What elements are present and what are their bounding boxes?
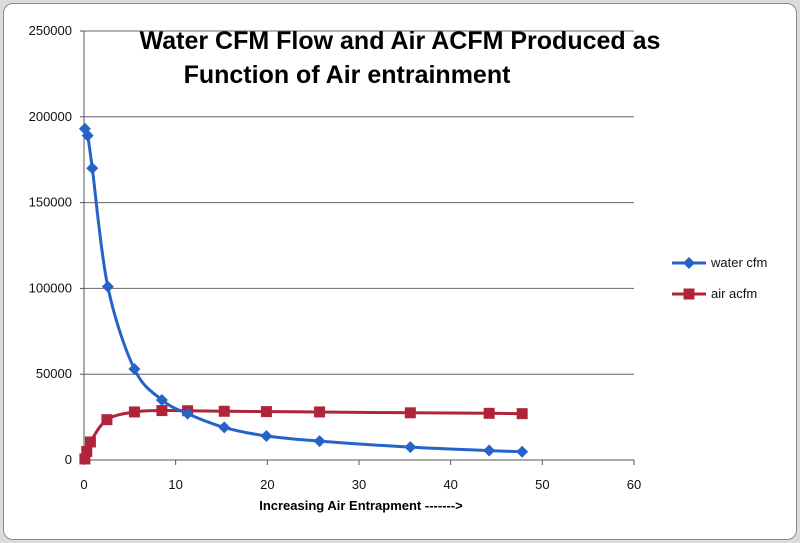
- chart-title-line-1: Water CFM Flow and Air ACFM Produced as: [140, 27, 661, 55]
- point-water-cfm: [218, 421, 231, 434]
- y-tick-label: 250000: [29, 23, 72, 38]
- point-water-cfm: [101, 280, 114, 293]
- chart-frame: 0 50000 100000 150000 200000 250000 0 10 20 30 40 5…: [3, 3, 797, 540]
- point-air-acfm: [516, 408, 528, 420]
- point-water-cfm: [313, 435, 326, 448]
- point-water-cfm: [128, 363, 141, 376]
- point-air-acfm: [128, 406, 140, 418]
- series: [78, 122, 529, 465]
- point-air-acfm: [84, 436, 96, 448]
- point-water-cfm: [155, 393, 168, 406]
- x-tick-label: 0: [80, 477, 87, 492]
- y-tick-label: 100000: [29, 280, 72, 295]
- point-air-acfm: [79, 453, 91, 465]
- x-tick-label: 20: [260, 477, 274, 492]
- point-water-cfm: [483, 444, 496, 457]
- chart-title-line-2: Function of Air entrainment: [184, 61, 512, 89]
- x-tick-label: 60: [627, 477, 641, 492]
- line-water-cfm: [83, 128, 523, 454]
- x-axis-label: Increasing Air Entrapment ------->: [259, 498, 463, 513]
- point-water-cfm: [404, 441, 417, 454]
- legend-marker-water-cfm: [683, 257, 695, 269]
- x-tick-label: 40: [443, 477, 457, 492]
- point-air-acfm: [218, 405, 230, 417]
- point-air-acfm: [483, 407, 495, 419]
- y-tick-label: 0: [65, 452, 72, 467]
- y-tick-label: 50000: [36, 366, 72, 381]
- point-air-acfm: [260, 406, 272, 418]
- point-air-acfm: [81, 445, 93, 457]
- legend-label-air-acfm: air acfm: [711, 286, 757, 301]
- point-water-cfm: [81, 129, 94, 142]
- point-air-acfm: [314, 406, 326, 418]
- point-water-cfm: [86, 162, 99, 175]
- legend-label-water-cfm: water cfm: [710, 255, 767, 270]
- y-tick-label: 150000: [29, 195, 72, 210]
- x-tick-label: 10: [168, 477, 182, 492]
- gridlines: [84, 30, 634, 375]
- y-tick-label: 200000: [29, 109, 72, 124]
- series-air-acfm: [79, 405, 528, 465]
- point-water-cfm: [516, 445, 529, 458]
- axes: 0 50000 100000 150000 200000 250000 0 10 20 30 40 5…: [29, 23, 642, 492]
- point-water-cfm: [260, 429, 273, 442]
- point-water-cfm: [181, 407, 194, 420]
- legend: water cfm air acfm: [672, 255, 767, 301]
- x-tick-label: 30: [352, 477, 366, 492]
- x-tick-label: 50: [535, 477, 549, 492]
- line-air-acfm: [83, 409, 523, 460]
- point-air-acfm: [156, 405, 168, 417]
- series-water-cfm: [78, 122, 529, 458]
- point-air-acfm: [101, 414, 113, 426]
- chart-canvas: 0 50000 100000 150000 200000 250000 0 10 20 30 40 5…: [29, 23, 768, 513]
- legend-marker-air-acfm: [683, 288, 695, 300]
- point-air-acfm: [404, 407, 416, 419]
